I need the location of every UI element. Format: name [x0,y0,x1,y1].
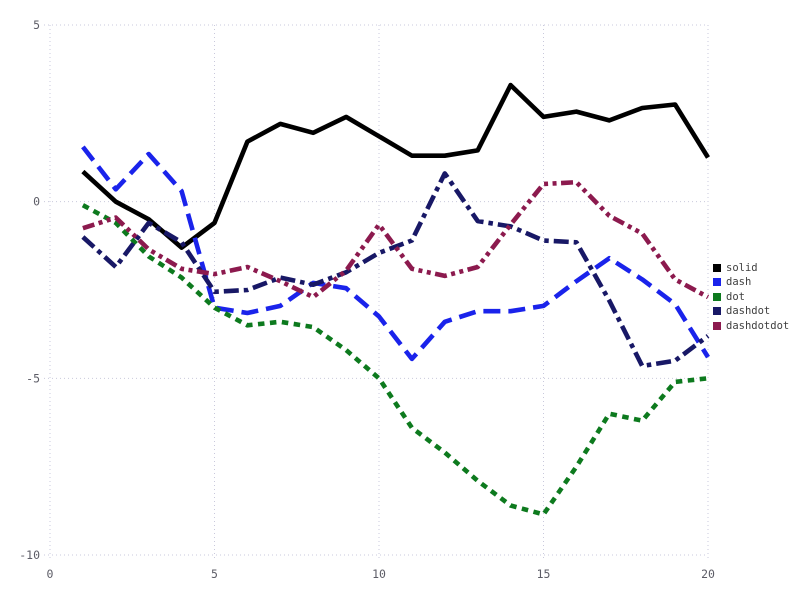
legend-label-dashdotdot: dashdotdot [726,319,790,332]
legend-label-dot: dot [726,290,745,303]
x-tick-label-20: 20 [701,567,715,581]
series-line-solid [81,82,710,250]
legend-item-dashdotdot: dashdotdot [713,320,789,332]
x-tick-label-10: 10 [372,567,386,581]
x-tick-label-5: 5 [211,567,218,581]
legend-label-dashdot: dashdot [726,305,771,317]
x-tick-label-15: 15 [537,567,551,581]
series-line-dashdot [81,171,710,369]
legend-swatch-dot [713,292,721,301]
legend-item-solid: solid [713,262,789,274]
legend-label-solid: solid [726,261,758,274]
series-lines [81,82,710,517]
legend-swatch-dashdot [713,307,721,316]
legend-swatch-solid [713,263,721,272]
y-tick-label-5: 5 [33,18,40,32]
gridlines [44,24,709,561]
y-tick-label-0: 0 [33,195,40,209]
legend-label-dash: dash [726,276,752,288]
legend-item-dashdot: dashdot [713,306,789,318]
series-line-dash [81,145,710,362]
legend-item-dash: dash [713,277,789,289]
legend-swatch-dash [713,278,721,287]
legend-item-dot: dot [713,291,789,303]
legend: solid dash dot dashdot dashdotdot [713,262,789,332]
x-tick-label-0: 0 [47,567,54,581]
y-tick-label--5: -5 [26,371,40,385]
legend-swatch-dashdotdot [713,321,721,330]
axis-tick-labels: 5 0 -5 -10 0 5 10 15 20 [19,18,715,581]
y-tick-label--10: -10 [19,548,40,562]
series-line-dot [81,203,709,517]
